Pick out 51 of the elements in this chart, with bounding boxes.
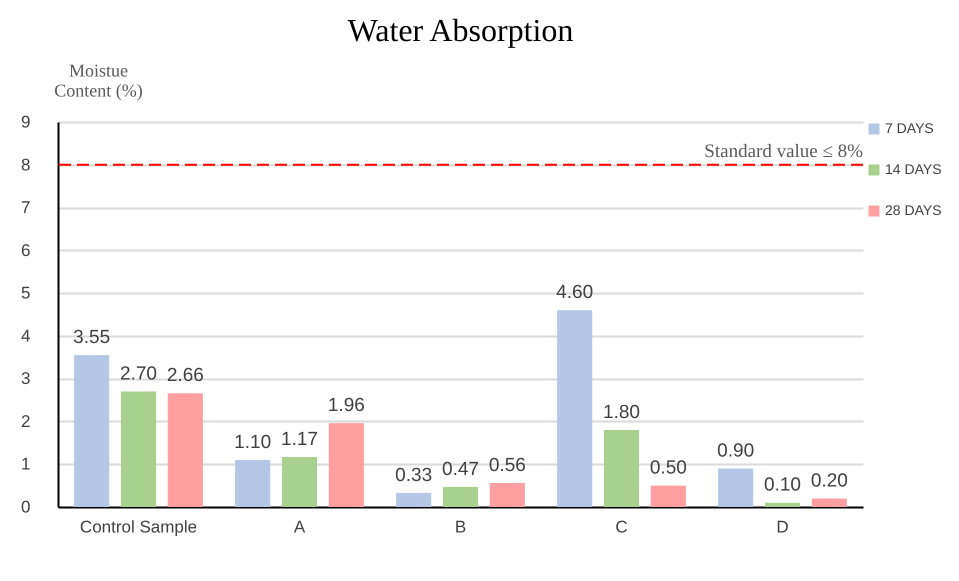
data-label: 2.66 — [166, 365, 204, 386]
data-label: 0.47 — [442, 458, 479, 480]
y-tick-label: 3 — [21, 369, 30, 388]
x-tick-label: B — [454, 518, 466, 536]
bar — [120, 392, 156, 507]
data-label: 3.55 — [73, 327, 110, 348]
y-tick-label: 5 — [21, 284, 30, 303]
data-label: 0.56 — [488, 455, 526, 476]
bar — [282, 456, 318, 507]
data-label: 1.10 — [234, 432, 272, 453]
data-label: 1.96 — [328, 395, 365, 416]
y-tick-label: 9 — [21, 112, 30, 132]
y-tick-label: 4 — [21, 326, 30, 346]
data-label: 0.10 — [764, 474, 801, 496]
bar — [74, 355, 110, 507]
bar — [490, 483, 525, 507]
x-tick-label: A — [294, 518, 306, 536]
y-tick-label: 2 — [21, 412, 30, 431]
y-tick-label: 8 — [21, 155, 30, 174]
ref-line-label: Standard value ≤ 8% — [704, 140, 864, 162]
legend-label: 28 DAYS — [885, 202, 942, 218]
bar — [557, 310, 592, 507]
data-label: 0.33 — [395, 464, 432, 486]
bar — [328, 423, 364, 507]
bar — [604, 430, 640, 507]
y-tick-label: 0 — [21, 498, 30, 516]
data-label: 4.60 — [556, 282, 594, 304]
legend-label: 7 DAYS — [885, 120, 934, 136]
bar — [396, 492, 432, 507]
data-label: 1.17 — [281, 428, 318, 450]
x-tick-label: C — [615, 518, 628, 536]
x-tick-label: D — [776, 518, 789, 536]
bar — [235, 460, 270, 507]
y-tick-label: 7 — [21, 198, 30, 218]
bar — [650, 486, 686, 507]
bar — [718, 468, 754, 507]
legend-label: 14 DAYS — [885, 161, 942, 177]
bar — [812, 498, 847, 507]
y-axis-title: Moistue Content (%) — [54, 60, 143, 100]
data-label: 0.90 — [717, 440, 754, 462]
bar — [764, 502, 800, 507]
y-tick-label: 6 — [21, 240, 30, 260]
data-label: 2.70 — [120, 364, 157, 384]
bar — [442, 486, 478, 507]
data-label: 0.20 — [810, 470, 848, 492]
y-tick-label: 1 — [21, 454, 30, 474]
data-label: 0.50 — [650, 458, 687, 479]
x-tick-label: Control Sample — [80, 518, 198, 536]
data-label: 1.80 — [603, 402, 640, 423]
bar — [168, 393, 203, 507]
chart-title: Water Absorption — [348, 12, 574, 48]
